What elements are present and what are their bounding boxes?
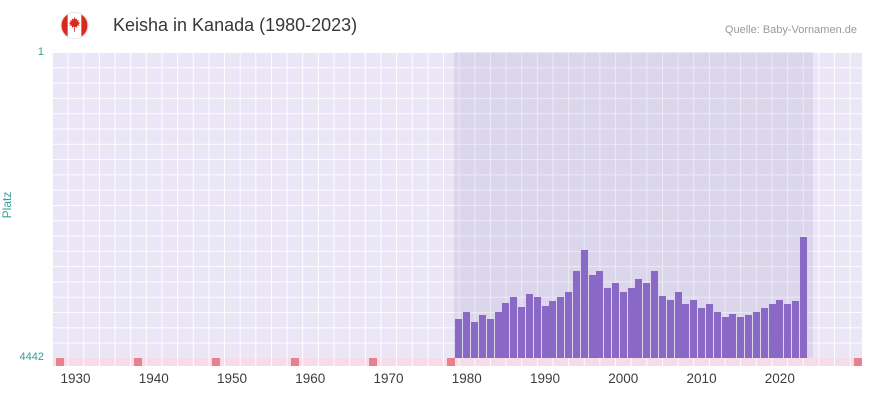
y-tick-top: 1 bbox=[37, 46, 44, 58]
bar[interactable] bbox=[682, 304, 690, 358]
plot-area bbox=[52, 52, 862, 366]
bar[interactable] bbox=[580, 249, 588, 358]
bar[interactable] bbox=[635, 279, 643, 358]
bar[interactable] bbox=[588, 275, 596, 358]
bar[interactable] bbox=[666, 299, 674, 358]
bar[interactable] bbox=[658, 295, 666, 358]
bar[interactable] bbox=[525, 294, 533, 358]
bar[interactable] bbox=[698, 308, 706, 358]
no-data-marker bbox=[55, 358, 64, 366]
bar[interactable] bbox=[776, 299, 784, 358]
bar[interactable] bbox=[541, 305, 549, 358]
x-axis-label: 2000 bbox=[608, 371, 639, 386]
no-data-marker bbox=[290, 358, 299, 366]
x-axis-labels: 1930 1940 1950 1960 1970 1980 1990 2000 2010 2020 bbox=[52, 371, 862, 393]
x-axis-label: 1940 bbox=[138, 371, 169, 386]
bar[interactable] bbox=[713, 312, 721, 358]
x-axis-label: 2010 bbox=[686, 371, 717, 386]
no-data-marker bbox=[854, 358, 862, 366]
bar[interactable] bbox=[471, 322, 479, 358]
bar[interactable] bbox=[760, 308, 768, 358]
bar[interactable] bbox=[596, 271, 604, 358]
x-axis-label: 1930 bbox=[60, 371, 91, 386]
bar[interactable] bbox=[494, 312, 502, 358]
no-data-band bbox=[52, 358, 862, 366]
bar[interactable] bbox=[674, 291, 682, 358]
bar[interactable] bbox=[745, 315, 753, 358]
bar[interactable] bbox=[478, 315, 486, 358]
bar[interactable] bbox=[791, 301, 799, 358]
source-credit: Quelle: Baby-Vornamen.de bbox=[724, 24, 857, 36]
bar[interactable] bbox=[463, 312, 471, 358]
bar[interactable] bbox=[502, 302, 510, 358]
x-axis-label: 1970 bbox=[373, 371, 404, 386]
bar[interactable] bbox=[705, 304, 713, 358]
y-tick-bottom: 4442 bbox=[19, 351, 44, 363]
y-axis-label: Platz bbox=[0, 191, 14, 219]
bar[interactable] bbox=[627, 287, 635, 358]
bar[interactable] bbox=[768, 304, 776, 358]
bar[interactable] bbox=[737, 316, 745, 358]
bar[interactable] bbox=[510, 297, 518, 358]
bar[interactable] bbox=[572, 271, 580, 358]
bar[interactable] bbox=[518, 306, 526, 358]
bar[interactable] bbox=[784, 304, 792, 358]
bar[interactable] bbox=[729, 313, 737, 358]
x-axis-label: 2020 bbox=[764, 371, 795, 386]
bar[interactable] bbox=[752, 312, 760, 358]
bar[interactable] bbox=[651, 271, 659, 358]
bar[interactable] bbox=[611, 283, 619, 358]
canada-flag-icon bbox=[60, 11, 89, 40]
x-axis-label: 1980 bbox=[451, 371, 482, 386]
bar[interactable] bbox=[604, 287, 612, 358]
bar[interactable] bbox=[619, 291, 627, 358]
bar[interactable] bbox=[557, 297, 565, 358]
bar[interactable] bbox=[643, 283, 651, 358]
bar[interactable] bbox=[533, 297, 541, 358]
x-axis-label: 1960 bbox=[295, 371, 326, 386]
bar[interactable] bbox=[565, 291, 573, 358]
x-axis-label: 1990 bbox=[530, 371, 561, 386]
bar[interactable] bbox=[486, 318, 494, 358]
bar[interactable] bbox=[799, 236, 807, 358]
no-data-marker bbox=[447, 358, 456, 366]
bar[interactable] bbox=[549, 301, 557, 358]
bar[interactable] bbox=[721, 316, 729, 358]
x-axis-label: 1950 bbox=[216, 371, 248, 386]
no-data-marker bbox=[212, 358, 221, 366]
page-title: Keisha in Kanada (1980-2023) bbox=[113, 15, 358, 35]
bar[interactable] bbox=[690, 299, 698, 358]
bar[interactable] bbox=[455, 319, 463, 358]
no-data-marker bbox=[368, 358, 377, 366]
no-data-marker bbox=[134, 358, 143, 366]
